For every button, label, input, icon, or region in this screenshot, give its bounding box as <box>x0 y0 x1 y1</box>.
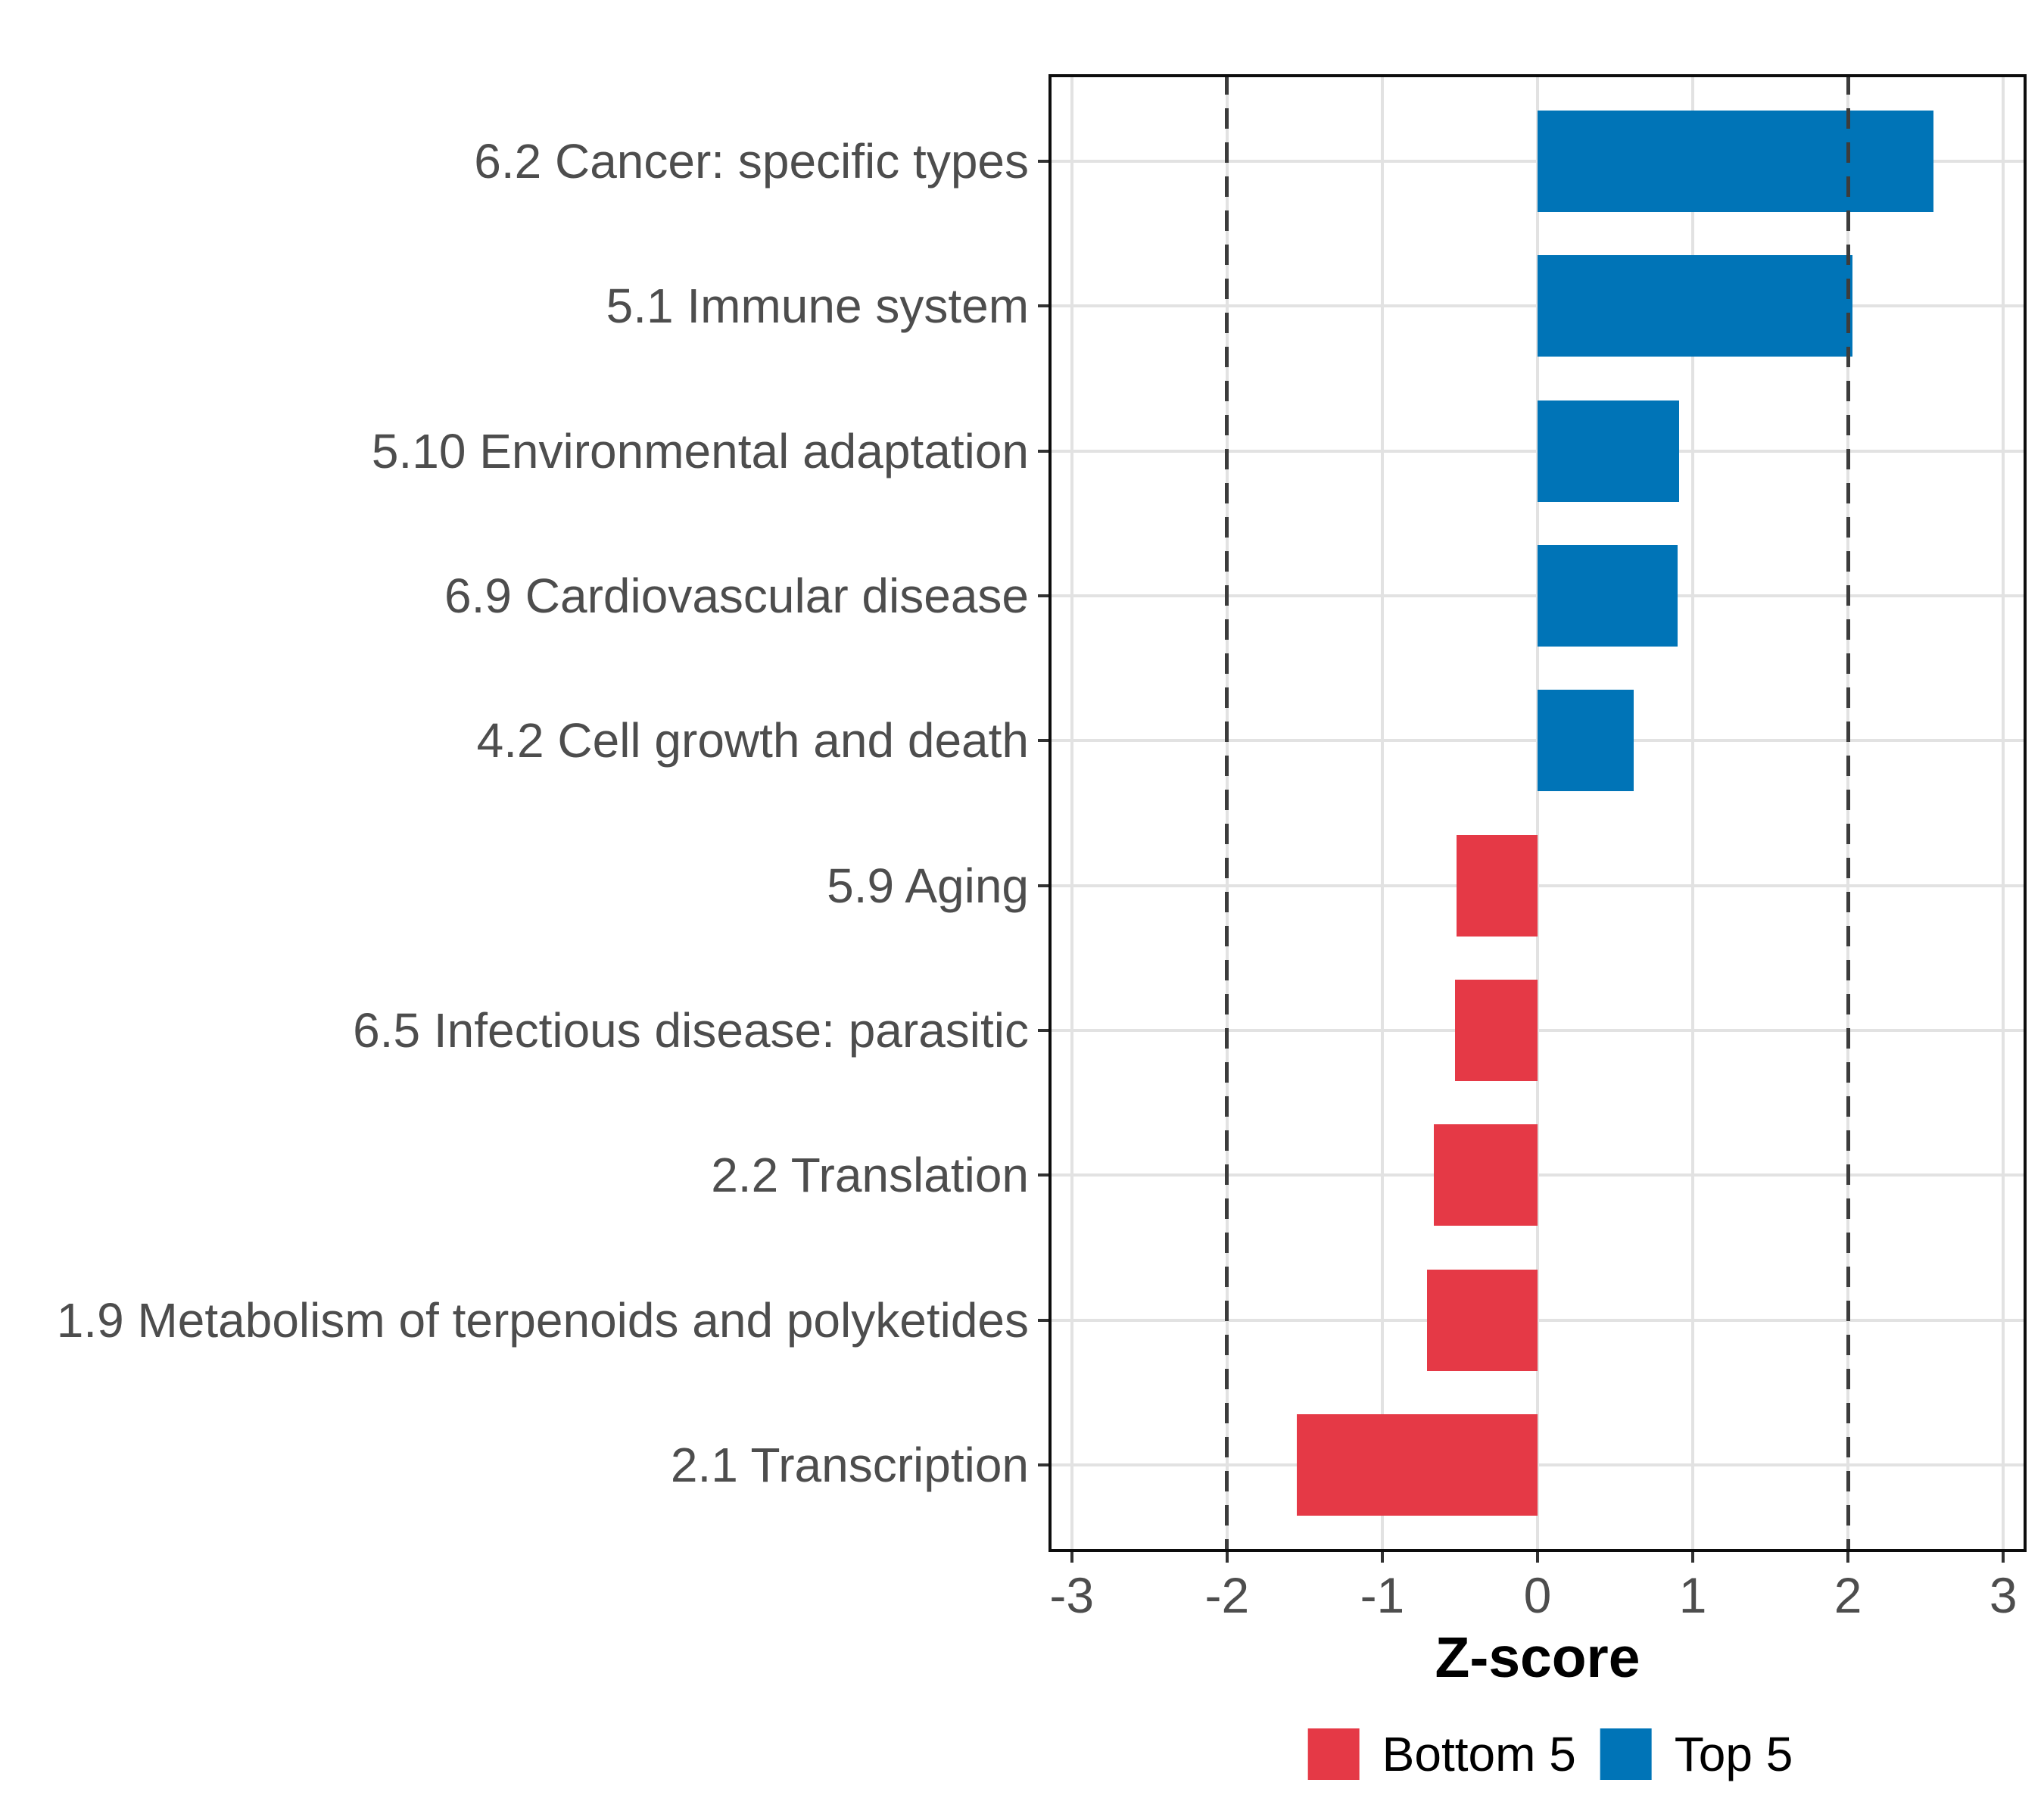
y-axis-label: 6.2 Cancer: specific types <box>474 133 1029 189</box>
bar <box>1538 110 1933 212</box>
legend-swatch <box>1307 1728 1360 1780</box>
gridline-vertical <box>2002 74 2005 1552</box>
y-axis-label: 2.1 Transcription <box>670 1438 1029 1493</box>
x-tick-label: 1 <box>1678 1567 1707 1623</box>
y-tick <box>1038 449 1048 453</box>
gridline-vertical <box>1691 74 1695 1552</box>
x-tick <box>2002 1552 2005 1563</box>
x-tick-label: 0 <box>1523 1567 1552 1623</box>
bar <box>1538 400 1679 502</box>
bar <box>1455 980 1538 1082</box>
reference-line <box>1225 74 1229 1552</box>
y-tick <box>1038 1029 1048 1033</box>
bar <box>1538 255 1853 357</box>
plot-panel <box>1048 74 2027 1552</box>
y-axis-label: 5.1 Immune system <box>606 279 1029 334</box>
y-tick <box>1038 594 1048 597</box>
legend-item: Bottom 5 <box>1307 1727 1576 1781</box>
bar <box>1457 834 1538 937</box>
bar <box>1433 1124 1538 1226</box>
y-tick <box>1038 1318 1048 1322</box>
y-tick <box>1038 739 1048 743</box>
y-axis-label: 1.9 Metabolism of terpenoids and polyket… <box>56 1292 1029 1348</box>
x-tick <box>1691 1552 1695 1563</box>
legend-label: Bottom 5 <box>1382 1727 1576 1781</box>
bar <box>1538 544 1678 647</box>
gridline-vertical <box>1070 74 1073 1552</box>
x-tick <box>1380 1552 1384 1563</box>
reference-line <box>1846 74 1850 1552</box>
gridline-vertical <box>1536 74 1539 1552</box>
y-tick <box>1038 1173 1048 1177</box>
y-axis-label: 6.9 Cardiovascular disease <box>444 568 1029 623</box>
x-tick-label: -2 <box>1204 1567 1250 1623</box>
legend-item: Top 5 <box>1600 1728 1793 1780</box>
x-tick <box>1225 1552 1229 1563</box>
legend: Bottom 5 Top 5 <box>1307 1727 1793 1781</box>
x-tick-label: 2 <box>1834 1567 1862 1623</box>
bar <box>1297 1414 1538 1516</box>
y-axis-label: 2.2 Translation <box>711 1148 1029 1203</box>
y-tick <box>1038 304 1048 308</box>
legend-swatch <box>1600 1728 1652 1780</box>
legend-label: Top 5 <box>1674 1727 1793 1781</box>
y-axis-label: 5.10 Environmental adaptation <box>371 423 1029 478</box>
gridline-vertical <box>1380 74 1384 1552</box>
x-tick-label: 3 <box>1989 1567 2018 1623</box>
x-tick <box>1846 1552 1850 1563</box>
bar <box>1427 1269 1538 1371</box>
x-tick-label: -1 <box>1360 1567 1405 1623</box>
y-axis-label: 5.9 Aging <box>827 858 1029 913</box>
y-axis-label: 6.5 Infectious disease: parasitic <box>353 1003 1029 1058</box>
y-tick <box>1038 1463 1048 1467</box>
y-tick <box>1038 159 1048 163</box>
y-axis-label: 4.2 Cell growth and death <box>476 713 1029 768</box>
y-tick <box>1038 884 1048 887</box>
bar <box>1538 690 1634 792</box>
x-tick <box>1070 1552 1073 1563</box>
x-tick-label: -3 <box>1049 1567 1095 1623</box>
x-axis-title: Z-score <box>1435 1625 1640 1689</box>
x-tick <box>1536 1552 1539 1563</box>
